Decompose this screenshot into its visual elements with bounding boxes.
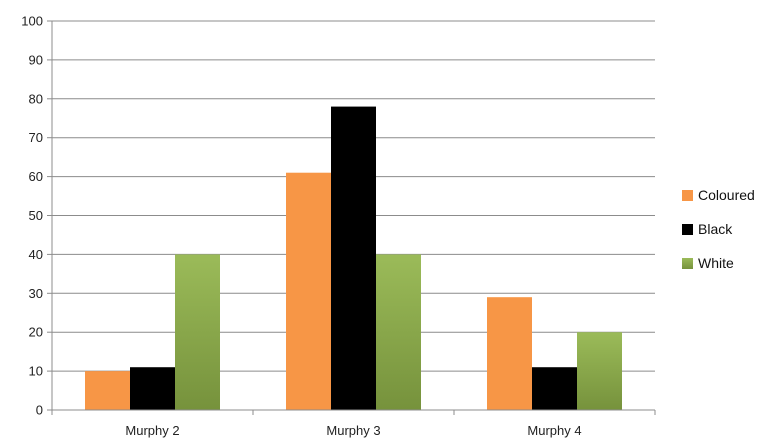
y-tick-label: 30 <box>29 286 43 301</box>
bar-coloured-murphy-4 <box>487 297 532 410</box>
legend-swatch-black <box>682 224 693 235</box>
x-tick-label: Murphy 2 <box>125 423 179 438</box>
bar-coloured-murphy-3 <box>286 172 331 410</box>
bar-coloured-murphy-2 <box>85 371 130 410</box>
legend: Coloured Black White <box>682 187 755 271</box>
bar-black-murphy-2 <box>130 367 175 410</box>
bar-black-murphy-4 <box>532 367 577 410</box>
y-tick-label: 50 <box>29 208 43 223</box>
x-tick-label: Murphy 4 <box>527 423 581 438</box>
y-tick-label: 100 <box>21 14 43 29</box>
y-tick-label: 90 <box>29 52 43 67</box>
y-tick-label: 80 <box>29 91 43 106</box>
y-tick-label: 40 <box>29 247 43 262</box>
y-tick-label: 20 <box>29 325 43 340</box>
legend-label-black: Black <box>698 221 733 237</box>
y-tick-label: 60 <box>29 169 43 184</box>
x-tick-label: Murphy 3 <box>326 423 380 438</box>
bar-black-murphy-3 <box>331 106 376 410</box>
bars <box>85 106 622 410</box>
y-tick-label: 10 <box>29 364 43 379</box>
bar-white-murphy-4 <box>577 332 622 410</box>
y-tick-label: 70 <box>29 130 43 145</box>
bar-white-murphy-2 <box>175 254 220 410</box>
legend-swatch-white <box>682 258 693 269</box>
legend-label-white: White <box>698 255 734 271</box>
legend-swatch-coloured <box>682 190 693 201</box>
bar-white-murphy-3 <box>376 254 421 410</box>
axes: 0 10 20 30 40 50 60 70 80 90 100 Murphy 2 Murphy 3 Mu… <box>21 14 656 438</box>
legend-label-coloured: Coloured <box>698 187 755 203</box>
y-tick-label: 0 <box>36 403 43 418</box>
